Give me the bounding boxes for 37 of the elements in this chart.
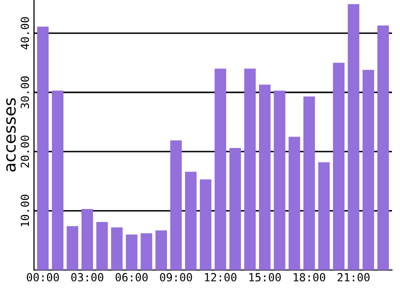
bar [66, 226, 78, 270]
bar [155, 230, 167, 270]
bar [170, 140, 182, 270]
y-tick-label: 20.00 [20, 136, 30, 168]
bar [377, 25, 389, 270]
x-tick-label: 03:00 [71, 273, 104, 282]
bar [288, 136, 300, 270]
y-tick-label: 30.00 [20, 76, 30, 108]
y-axis-title: accesses [6, 98, 16, 172]
bar [274, 90, 286, 270]
bar [81, 209, 94, 270]
bar [185, 172, 197, 270]
bar [244, 68, 256, 270]
x-tick-label: 18:00 [294, 273, 326, 282]
x-tick-label: 06:00 [116, 273, 148, 282]
bar [126, 234, 138, 270]
bar [318, 162, 330, 270]
x-tick-label: 09:00 [160, 273, 192, 282]
y-tick-label: 40.00 [20, 17, 30, 50]
bar [37, 26, 49, 270]
bar [200, 179, 212, 270]
bar [348, 4, 360, 270]
x-tick-label: 00:00 [26, 273, 59, 282]
x-tick-label: 21:00 [338, 273, 370, 282]
bar [332, 62, 345, 270]
bar [259, 84, 271, 270]
bar [362, 70, 374, 270]
y-tick-label: 10.00 [20, 194, 30, 226]
x-tick-label: 15:00 [249, 273, 281, 282]
bar [229, 148, 241, 270]
x-tick-label: 12:00 [205, 273, 236, 282]
bar [214, 68, 226, 270]
bar [303, 96, 315, 270]
bar [140, 233, 152, 270]
bar [52, 90, 64, 270]
bar [111, 227, 123, 270]
bar [96, 222, 108, 270]
